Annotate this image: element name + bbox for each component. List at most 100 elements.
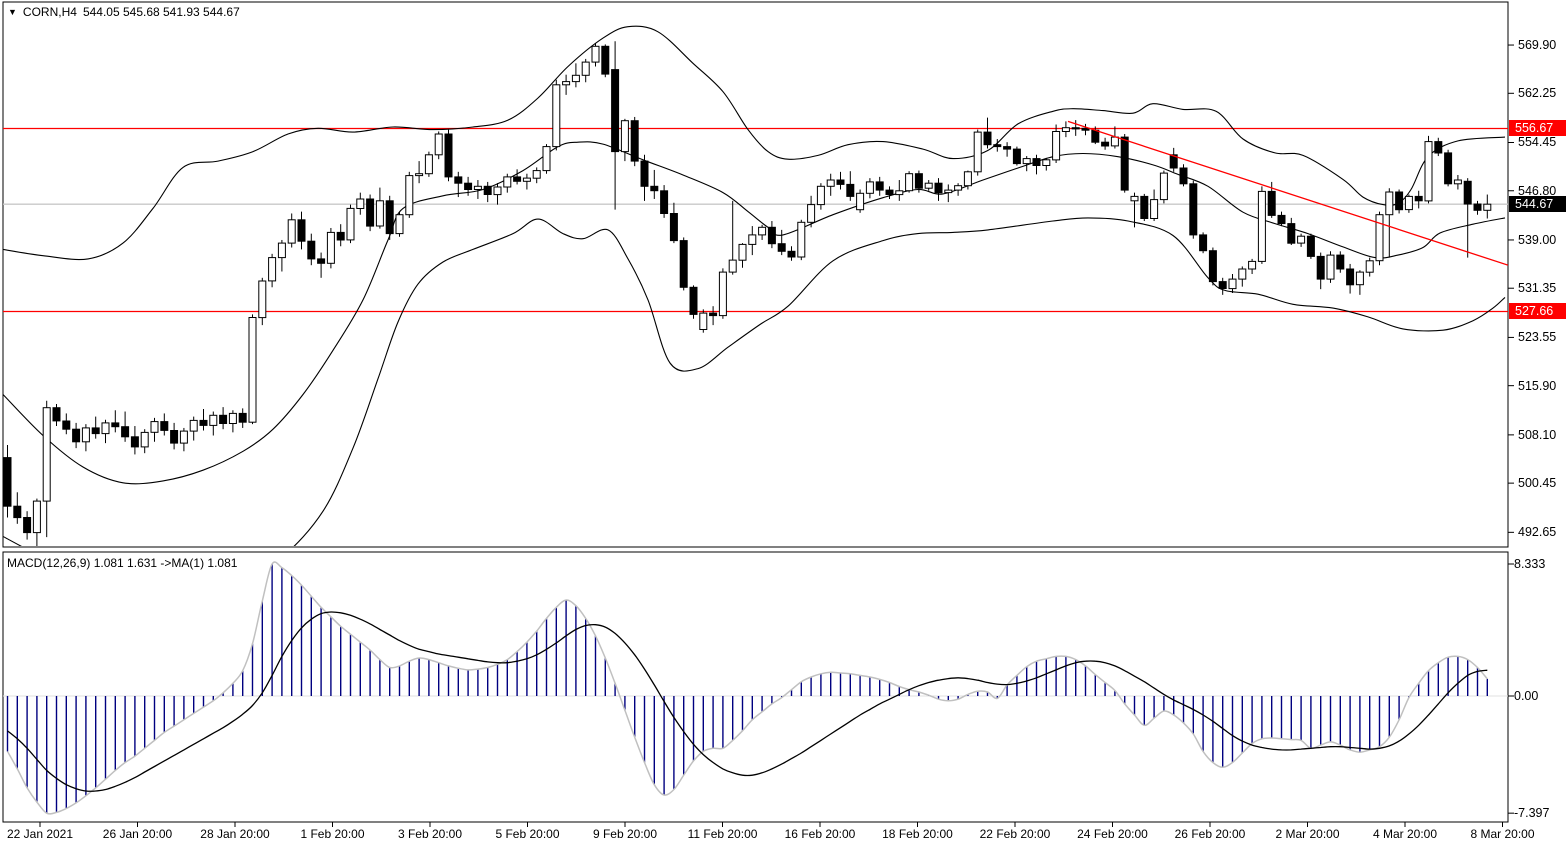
bull-candle-body bbox=[424, 154, 433, 175]
symbol-period-label: CORN,H4 bbox=[22, 5, 77, 19]
bear-candle-body bbox=[307, 240, 316, 260]
price-axis-label: 492.65 bbox=[1518, 525, 1557, 540]
price-axis-label: 523.55 bbox=[1518, 330, 1557, 345]
bull-candle-body bbox=[1424, 141, 1433, 202]
bear-candle-body bbox=[3, 457, 12, 507]
price-axis-label: 569.90 bbox=[1518, 38, 1557, 53]
time-axis-label: 28 Jan 20:00 bbox=[200, 827, 270, 841]
bear-candle-body bbox=[72, 428, 81, 443]
macd-panel[interactable] bbox=[3, 561, 1508, 815]
bollinger-middle-band bbox=[3, 141, 1506, 485]
bear-candle-body bbox=[111, 422, 120, 428]
time-axis-label: 8 Mar 20:00 bbox=[1470, 827, 1535, 841]
bull-candle-body bbox=[1042, 159, 1051, 167]
price-panel[interactable] bbox=[3, 25, 1508, 568]
bull-candle-body bbox=[81, 427, 90, 443]
bear-candle-body bbox=[689, 286, 698, 315]
macd-indicator-label: MACD(12,26,9) 1.081 1.631 ->MA(1) 1.081 bbox=[7, 556, 238, 570]
time-axis-label: 9 Feb 20:00 bbox=[592, 827, 658, 841]
bear-candle-body bbox=[1395, 191, 1404, 211]
axis-ticks bbox=[39, 44, 1514, 827]
bull-candle-body bbox=[552, 84, 561, 148]
bull-candle-body bbox=[1159, 172, 1168, 201]
time-axis-label: 11 Feb 20:00 bbox=[687, 827, 758, 841]
time-axis-label: 26 Feb 20:00 bbox=[1174, 827, 1246, 841]
bear-candle-body bbox=[62, 420, 71, 430]
bull-candle-body bbox=[1228, 278, 1237, 290]
macd-panel-border bbox=[2, 551, 1509, 823]
price-level-badge[interactable]: 527.66 bbox=[1509, 303, 1566, 320]
bull-candle-body bbox=[581, 61, 590, 76]
bull-candle-body bbox=[287, 219, 296, 244]
bear-candle-body bbox=[170, 430, 179, 444]
bear-candle-body bbox=[660, 190, 669, 215]
bull-candle-body bbox=[375, 200, 384, 227]
bull-candle-body bbox=[277, 242, 286, 259]
bear-candle-body bbox=[1140, 195, 1149, 219]
bear-candle-body bbox=[336, 231, 345, 241]
bear-candle-body bbox=[91, 427, 100, 435]
bear-candle-body bbox=[385, 200, 394, 235]
bear-candle-body bbox=[1316, 255, 1325, 280]
bear-candle-body bbox=[611, 69, 620, 153]
bear-candle-body bbox=[1169, 154, 1178, 169]
bollinger-upper-band bbox=[3, 25, 1506, 261]
price-axis-label: 500.45 bbox=[1518, 476, 1557, 491]
bull-candle-body bbox=[591, 45, 600, 63]
bull-candle-body bbox=[1150, 199, 1159, 220]
current-price-badge[interactable]: 544.67 bbox=[1509, 196, 1566, 213]
bear-candle-body bbox=[1208, 250, 1217, 283]
macd-signal-line bbox=[7, 611, 1488, 792]
bull-candle-body bbox=[1248, 260, 1257, 270]
bull-candle-body bbox=[228, 412, 237, 424]
bull-candle-body bbox=[140, 431, 149, 448]
bull-candle-body bbox=[973, 131, 982, 173]
time-axis-label: 4 Mar 20:00 bbox=[1372, 827, 1438, 841]
time-axis-label: 18 Feb 20:00 bbox=[882, 827, 953, 841]
bear-candle-body bbox=[1346, 268, 1355, 286]
macd-axis-label: 0.00 bbox=[1514, 689, 1539, 703]
bear-candle-body bbox=[1071, 127, 1080, 130]
bull-candle-body bbox=[963, 171, 972, 187]
bull-candle-body bbox=[503, 176, 512, 188]
bull-candle-body bbox=[532, 170, 541, 179]
bull-candle-body bbox=[542, 146, 551, 172]
bear-candle-body bbox=[1336, 254, 1345, 270]
bear-candle-body bbox=[777, 243, 786, 252]
bear-candle-body bbox=[464, 182, 473, 190]
bull-candle-body bbox=[1326, 254, 1335, 280]
bull-candle-body bbox=[346, 207, 355, 241]
time-axis-label: 22 Jan 2021 bbox=[6, 827, 74, 841]
bull-candle-body bbox=[924, 182, 933, 189]
bull-candle-body bbox=[209, 414, 218, 426]
bear-candle-body bbox=[199, 419, 208, 426]
price-axis-label: 562.25 bbox=[1518, 86, 1557, 101]
bull-candle-body bbox=[816, 185, 825, 206]
bear-candle-body bbox=[1434, 141, 1443, 154]
price-level-badge[interactable]: 556.67 bbox=[1509, 120, 1566, 137]
bull-candle-body bbox=[522, 177, 531, 182]
bull-candle-body bbox=[32, 500, 41, 534]
bear-candle-body bbox=[1473, 203, 1482, 211]
bear-candle-body bbox=[983, 131, 992, 146]
bear-candle-body bbox=[297, 219, 306, 242]
bull-candle-body bbox=[807, 204, 816, 223]
bull-candle-body bbox=[1257, 190, 1266, 262]
collapse-triangle-icon[interactable]: ▼ bbox=[8, 7, 17, 17]
bear-candle-body bbox=[1012, 148, 1021, 165]
bear-candle-body bbox=[130, 436, 139, 448]
bear-candle-body bbox=[1463, 180, 1472, 205]
bull-candle-body bbox=[620, 120, 629, 153]
bear-candle-body bbox=[1287, 223, 1296, 244]
bear-candle-body bbox=[787, 250, 796, 258]
bull-candle-body bbox=[1130, 195, 1139, 202]
trendline[interactable] bbox=[1067, 120, 1508, 266]
bear-candle-body bbox=[1267, 190, 1276, 216]
bull-candle-body bbox=[728, 259, 737, 273]
bear-candle-body bbox=[993, 144, 1002, 148]
bull-candle-body bbox=[258, 280, 267, 319]
time-axis-label: 3 Feb 20:00 bbox=[397, 827, 463, 841]
bear-candle-body bbox=[238, 412, 247, 423]
bear-candle-body bbox=[444, 133, 453, 178]
